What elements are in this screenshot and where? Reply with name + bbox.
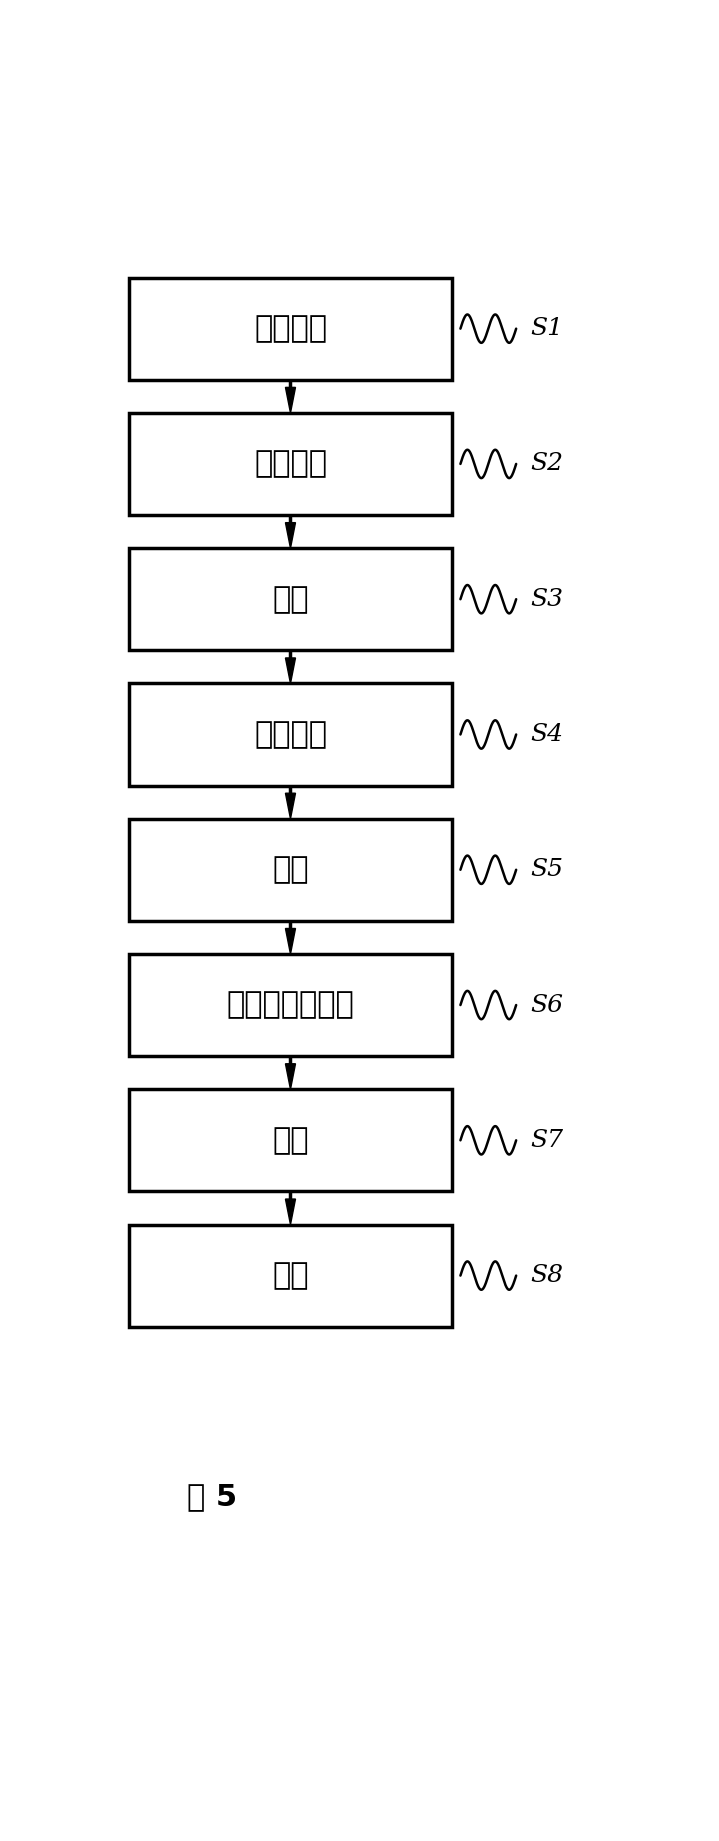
Polygon shape	[285, 657, 296, 683]
Text: 涂墨: 涂墨	[273, 1261, 308, 1291]
Polygon shape	[285, 1064, 296, 1090]
Text: 清洗: 清洗	[273, 1127, 308, 1154]
Text: 粗面加工: 粗面加工	[254, 449, 327, 479]
Text: S3: S3	[530, 587, 563, 611]
Text: S7: S7	[530, 1129, 563, 1152]
Polygon shape	[285, 387, 296, 412]
Text: S8: S8	[530, 1265, 563, 1287]
Polygon shape	[285, 928, 296, 954]
Text: S6: S6	[530, 994, 563, 1016]
Text: 反射防止膜成膜: 反射防止膜成膜	[226, 990, 354, 1020]
Polygon shape	[285, 1198, 296, 1224]
Bar	[129, 819, 452, 920]
Bar	[129, 549, 452, 650]
Bar	[129, 1224, 452, 1327]
Text: S1: S1	[530, 317, 563, 341]
Text: S5: S5	[530, 858, 563, 882]
Bar	[129, 278, 452, 379]
Bar	[129, 683, 452, 786]
Text: S4: S4	[530, 724, 563, 746]
Text: 透镜素材: 透镜素材	[254, 315, 327, 342]
Text: 清洗: 清洗	[273, 585, 308, 613]
Bar	[129, 412, 452, 515]
Bar	[129, 1090, 452, 1191]
Polygon shape	[285, 793, 296, 819]
Text: 图 5: 图 5	[188, 1482, 237, 1511]
Text: S2: S2	[530, 453, 563, 475]
Text: 清洗: 清洗	[273, 856, 308, 884]
Polygon shape	[285, 523, 296, 549]
Text: 压力加工: 压力加工	[254, 720, 327, 749]
Bar	[129, 954, 452, 1057]
